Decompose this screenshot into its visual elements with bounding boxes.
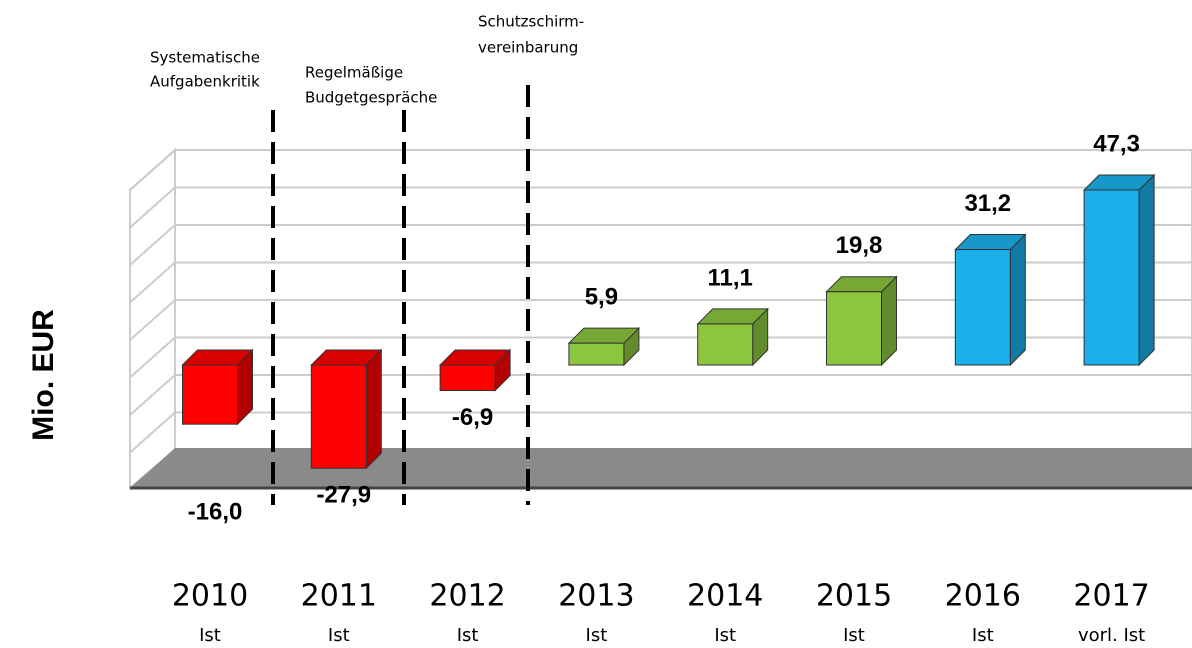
bar [825, 275, 898, 367]
grid-line [129, 374, 176, 416]
x-tick-label: 2015 [816, 579, 892, 614]
x-tick-label: 2011 [301, 579, 377, 614]
x-tick-label: 2013 [558, 579, 634, 614]
bar [181, 348, 254, 426]
annotation: vereinbarung [478, 39, 578, 57]
x-tick-sublabel: Ist [843, 625, 865, 646]
y-axis-label: Mio. EUR [27, 309, 60, 441]
annotation: Systematische [150, 49, 260, 67]
x-tick-sublabel: Ist [972, 625, 994, 646]
bar-front [310, 364, 367, 469]
annotation: Aufgabenkritik [150, 73, 260, 91]
grid-line [129, 336, 176, 379]
bar [567, 326, 641, 367]
bar [1082, 173, 1156, 367]
data-label: -27,9 [316, 482, 371, 509]
grid-line [129, 224, 176, 266]
bar [438, 348, 512, 392]
bar-front [954, 249, 1011, 366]
x-tick-sublabel: Ist [328, 625, 350, 646]
data-label: 19,8 [836, 232, 883, 259]
annotation: Budgetgespräche [305, 89, 437, 107]
bar [954, 233, 1027, 367]
bar-side [1138, 173, 1155, 367]
grid-line [129, 261, 176, 304]
grid-line [129, 149, 176, 191]
x-tick-label: 2010 [172, 579, 248, 614]
x-tick-label: 2012 [429, 579, 505, 614]
annotation: Schutzschirm- [478, 13, 584, 31]
bar-front [826, 291, 882, 366]
grid-line [129, 299, 176, 341]
bar [696, 307, 769, 367]
bar-front [439, 364, 496, 392]
x-tick-sublabel: Ist [714, 625, 736, 646]
x-tick-sublabel: Ist [457, 625, 479, 646]
bar [310, 348, 383, 470]
x-tick-label: 2017 [1073, 579, 1149, 614]
data-label: -16,0 [188, 498, 243, 525]
data-label: 11,1 [708, 264, 753, 291]
x-tick-sublabel: Ist [199, 625, 221, 646]
bar-side [1009, 233, 1026, 367]
bar-side [365, 348, 382, 470]
x-tick-sublabel: vorl. Ist [1078, 625, 1145, 646]
data-label: -6,9 [452, 404, 493, 431]
bar-front [697, 323, 754, 366]
x-tick-label: 2014 [687, 579, 763, 614]
data-label: 5,9 [585, 284, 618, 311]
chart-frame [129, 147, 1192, 491]
bar-front [568, 342, 625, 366]
annotation: Regelmäßige [305, 64, 403, 82]
x-tick-label: 2016 [945, 579, 1021, 614]
data-label: 47,3 [1093, 130, 1140, 157]
grid-line [129, 411, 176, 454]
bar-front [1083, 189, 1140, 366]
bar-front [182, 364, 238, 425]
x-tick-sublabel: Ist [586, 625, 608, 646]
grid-line [129, 186, 176, 229]
data-label: 31,2 [964, 190, 1011, 217]
